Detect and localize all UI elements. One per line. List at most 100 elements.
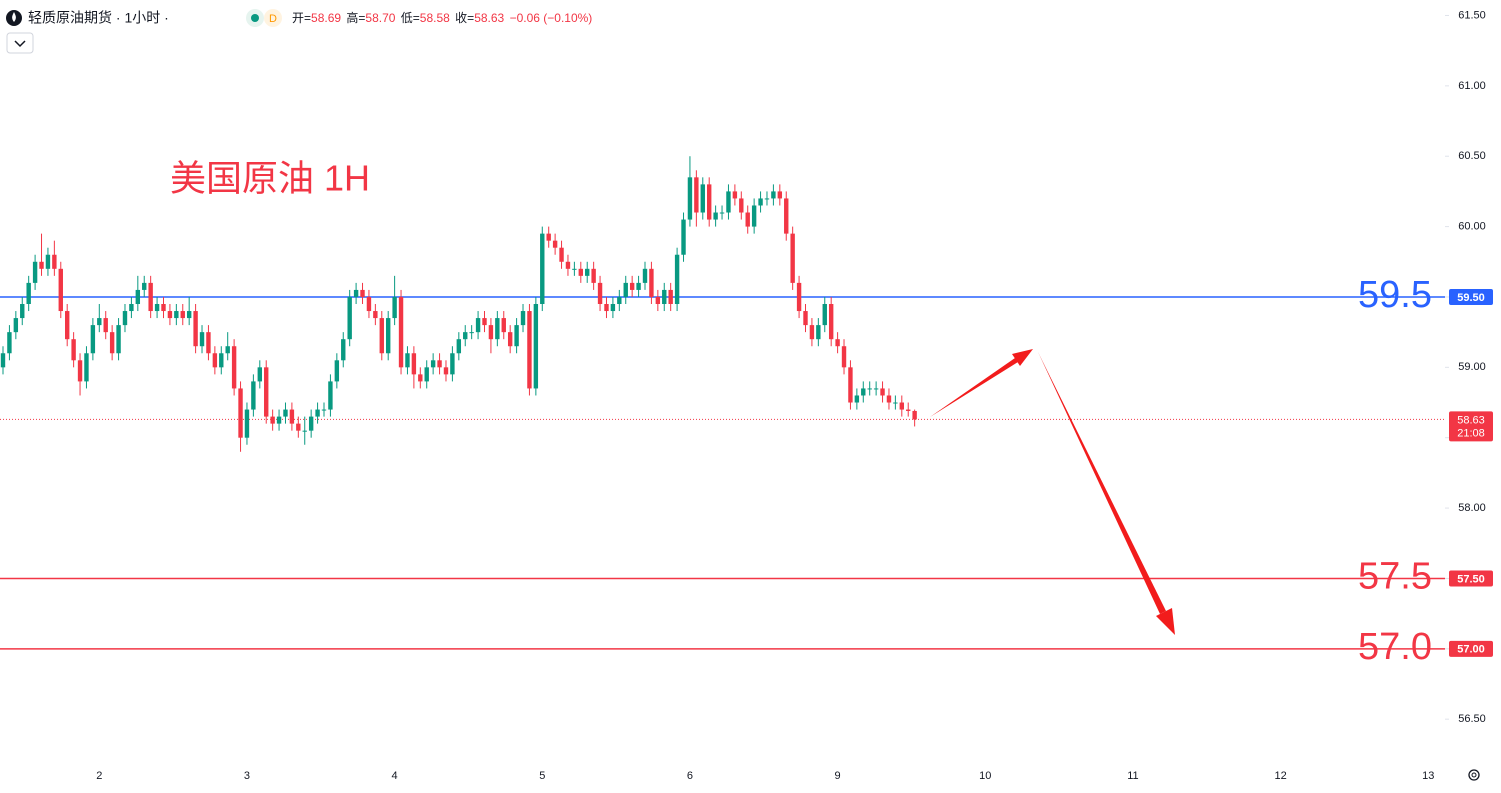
y-tick-label: 61.00 xyxy=(1458,80,1486,92)
candle-body xyxy=(392,296,397,319)
candle-body xyxy=(861,388,866,396)
candle-body xyxy=(97,318,102,326)
candle-body xyxy=(617,296,622,304)
candle-body xyxy=(296,423,301,431)
candle-body xyxy=(835,339,840,347)
candle-body xyxy=(764,198,770,200)
countdown-label: 21:08 xyxy=(1457,427,1485,439)
ohlc-line: 开=58.69 高=58.70 低=58.58 收=58.63 −0.06 (−… xyxy=(292,10,592,25)
ohlc-value: 58.63 xyxy=(474,11,504,25)
candle-body xyxy=(443,367,449,375)
level-badge-text: 57.50 xyxy=(1457,573,1485,585)
candle-body xyxy=(116,325,121,354)
x-tick-label: 4 xyxy=(392,770,398,782)
candle-body xyxy=(430,360,436,368)
candle-body xyxy=(565,261,571,269)
delay-badge xyxy=(264,9,282,27)
candle-body xyxy=(424,367,429,382)
candle-body xyxy=(687,177,693,220)
candle-body xyxy=(816,325,821,340)
candle-body xyxy=(219,353,224,368)
arrow-up-head xyxy=(1012,349,1033,366)
candle-body xyxy=(122,311,128,326)
candle-body xyxy=(373,311,378,319)
chart-annotation: 美国原油 1H xyxy=(170,158,370,199)
candle-body xyxy=(893,402,898,404)
candle-body xyxy=(341,339,346,361)
level-badge xyxy=(1449,640,1493,657)
candle-body xyxy=(411,353,417,375)
last-price-badge xyxy=(1449,411,1493,442)
level-badge xyxy=(1449,288,1493,305)
candle-body xyxy=(148,282,153,312)
candle-body xyxy=(585,268,590,276)
candle-body xyxy=(463,332,468,340)
candle-body xyxy=(751,205,757,227)
ohlc-label: 低= xyxy=(401,11,420,25)
level-label: 59.5 xyxy=(1358,274,1432,316)
candle-body xyxy=(809,325,815,340)
candle-body xyxy=(674,254,680,304)
candle-body xyxy=(315,409,320,417)
candle-body xyxy=(418,374,423,382)
candle-body xyxy=(347,296,352,340)
candle-body xyxy=(193,311,198,347)
ohlc-label: 高= xyxy=(346,10,365,25)
candle-body xyxy=(251,381,256,410)
candle-body xyxy=(906,409,911,411)
candle-body xyxy=(540,233,545,304)
candle-body xyxy=(379,318,384,354)
candle-body xyxy=(366,296,372,312)
candle-body xyxy=(597,282,603,304)
candle-body xyxy=(405,353,410,368)
y-tick-label: 58.00 xyxy=(1458,502,1486,514)
candle-body xyxy=(899,402,904,410)
candle-body xyxy=(161,304,166,312)
candle-body xyxy=(135,289,141,304)
candle-body xyxy=(758,198,763,206)
candle-body xyxy=(796,282,802,312)
x-tick-label: 6 xyxy=(687,770,693,782)
candle-body xyxy=(244,409,250,438)
candle-body xyxy=(456,339,462,354)
settings-icon[interactable] xyxy=(1468,769,1480,781)
candle-body xyxy=(514,325,519,347)
candle-body xyxy=(154,304,160,312)
x-tick-label: 2 xyxy=(96,770,102,782)
candle-body xyxy=(591,268,596,283)
collapse-button[interactable] xyxy=(6,32,34,54)
candle-body xyxy=(109,332,115,354)
settings-icon-center xyxy=(1471,772,1477,778)
symbol-icon-drop xyxy=(12,12,16,22)
y-tick-label: 61.50 xyxy=(1458,9,1486,21)
status-dot xyxy=(251,14,259,22)
candle-body xyxy=(475,318,481,333)
candle-body xyxy=(13,318,19,333)
candle-body xyxy=(469,332,474,334)
candle-body xyxy=(771,191,776,199)
candle-body xyxy=(206,332,211,354)
candle-body xyxy=(662,289,667,304)
candle-body xyxy=(527,311,532,389)
x-tick-label: 9 xyxy=(835,770,841,782)
ohlc-label: 开= xyxy=(292,11,311,25)
candle-body xyxy=(231,346,237,389)
candle-body xyxy=(212,353,218,368)
candle-body xyxy=(841,346,847,368)
candle-body xyxy=(225,346,230,354)
candle-body xyxy=(398,296,404,368)
candle-body xyxy=(886,395,892,403)
candle-body xyxy=(334,360,340,382)
x-tick-label: 13 xyxy=(1422,770,1434,782)
candle-body xyxy=(84,353,89,382)
candle-body xyxy=(713,212,718,220)
candle-body xyxy=(707,184,712,220)
candle-body xyxy=(507,332,513,347)
candle-body xyxy=(546,233,551,241)
candle-body xyxy=(129,304,134,312)
candle-body xyxy=(623,282,628,297)
candle-body xyxy=(186,311,192,319)
candle-body xyxy=(488,325,494,340)
